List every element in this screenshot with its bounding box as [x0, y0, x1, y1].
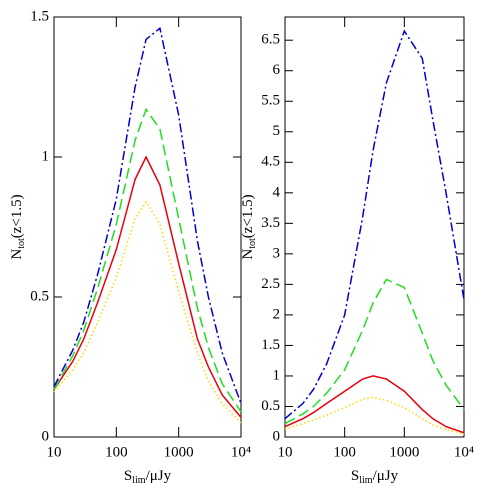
y-axis-label: Ntot(z<1.5) — [240, 194, 258, 259]
y-tick-label: 3.5 — [261, 215, 280, 231]
y-tick-label: 0 — [273, 428, 281, 444]
series-line — [53, 200, 242, 424]
y-tick-label: 1 — [42, 148, 50, 164]
y-tick-label: 2.5 — [261, 276, 280, 292]
x-label-sub: lim — [359, 475, 373, 486]
y-tick-label: 3 — [273, 245, 281, 261]
x-tick-label: 1000 — [164, 444, 194, 460]
x-tick-label: 10⁴ — [231, 444, 251, 460]
y-tick-label: 0.5 — [261, 398, 280, 414]
y-tick-label: 1.5 — [30, 8, 49, 24]
panel: 0 0.5 1 1.5 10 100 1000 10⁴ Slim/μJy Ntot(z<1.5) — [9, 8, 251, 486]
y-tick-label: 4 — [273, 184, 281, 200]
y-tick-label: 1 — [273, 367, 281, 383]
series-line — [284, 396, 465, 435]
y-label-rest: (z<1.5) — [240, 194, 256, 238]
y-tick-label: 4.5 — [261, 154, 280, 170]
y-label-sub: tot — [247, 238, 258, 249]
y-tick-label: 5.5 — [261, 93, 280, 109]
x-axis-label: Slim/μJy — [124, 468, 172, 486]
x-label-sub: lim — [132, 475, 146, 486]
series-line — [284, 375, 465, 434]
x-label-main: S — [124, 468, 132, 484]
series-line — [284, 278, 465, 425]
x-tick-label: 10 — [47, 444, 62, 460]
x-label-main: S — [351, 468, 359, 484]
y-tick-label: 2 — [273, 306, 281, 322]
x-tick-label: 100 — [105, 444, 128, 460]
series-line — [284, 29, 465, 420]
x-tick-label: 10⁴ — [454, 444, 474, 460]
y-tick-label: 0 — [42, 428, 50, 444]
x-tick-label: 1000 — [389, 444, 419, 460]
y-label-sub: tot — [16, 238, 27, 249]
x-tick-label: 10 — [278, 444, 293, 460]
plot-frame — [53, 16, 242, 438]
series-line — [53, 107, 242, 413]
y-label-main: N — [9, 249, 25, 260]
panel: 0 0.5 1 1.5 2 2.5 3 3.5 4 4.5 5 5.5 6 6.5 10 100 1000 10⁴… — [240, 16, 474, 486]
plot-frame — [284, 16, 465, 438]
y-tick-label: 5 — [273, 123, 281, 139]
y-tick-label: 6.5 — [261, 32, 280, 48]
x-tick-label: 100 — [333, 444, 356, 460]
y-tick-label: 6 — [273, 62, 281, 78]
x-label-rest: /μJy — [373, 468, 399, 484]
series-line — [53, 155, 242, 418]
x-axis-label: Slim/μJy — [351, 468, 399, 486]
y-axis-label: Ntot(z<1.5) — [9, 194, 27, 259]
x-label-rest: /μJy — [146, 468, 172, 484]
y-label-rest: (z<1.5) — [9, 194, 25, 238]
y-tick-label: 0.5 — [30, 288, 49, 304]
series-line — [53, 26, 242, 404]
y-label-main: N — [240, 249, 256, 260]
y-tick-label: 1.5 — [261, 337, 280, 353]
